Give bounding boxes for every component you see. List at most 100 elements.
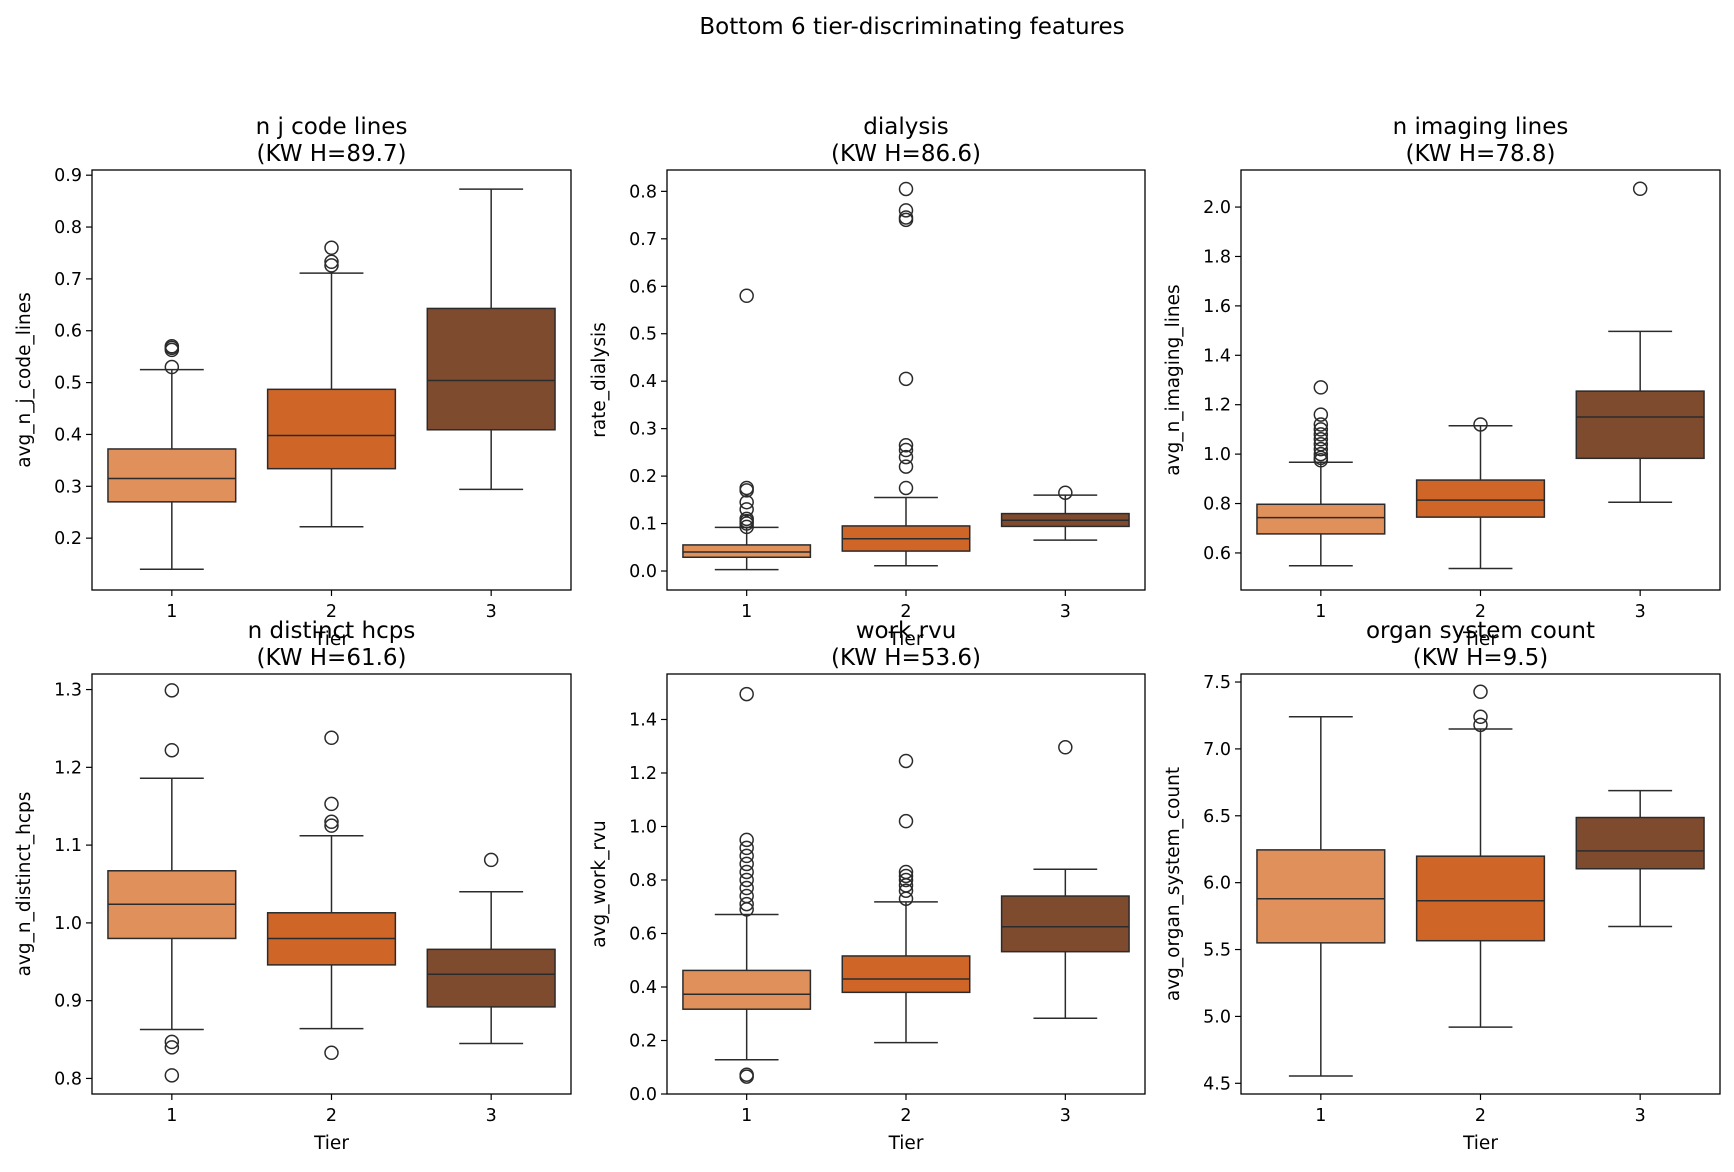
- outlier-point: [1473, 717, 1488, 733]
- y-tick-label: 0.3: [54, 477, 82, 497]
- outlier-point: [739, 519, 754, 535]
- box-tier-1: [682, 686, 812, 1084]
- iqr-box: [426, 307, 556, 431]
- outlier-point: [1313, 427, 1329, 442]
- y-tick-label: 1.4: [1203, 346, 1231, 366]
- x-tick-label: 2: [900, 602, 911, 622]
- box-tier-1: [1256, 716, 1386, 1077]
- outlier-point: [324, 240, 339, 256]
- y-tick-label: 0.8: [54, 218, 82, 238]
- outlier-point: [324, 1045, 339, 1061]
- panel-subtitle: (KW H=9.5): [1413, 645, 1548, 671]
- chart-panel-2: dialysis(KW H=86.6) 0.0 0.1 0.2 0.3 0.4 0.5 0.6…: [589, 114, 1146, 650]
- outlier-point: [1058, 485, 1073, 500]
- iqr-box: [1575, 390, 1705, 460]
- panel-title: work rvu: [856, 618, 957, 644]
- y-tick-label: 1.4: [629, 710, 657, 730]
- x-tick-label: 3: [1635, 602, 1646, 622]
- x-tick-label: 2: [900, 1106, 911, 1126]
- y-tick-label: 0.4: [629, 978, 657, 998]
- outlier-point: [324, 814, 339, 830]
- panel-subtitle: (KW H=53.6): [831, 645, 981, 671]
- y-tick-label: 0.8: [1203, 495, 1231, 515]
- y-tick-label: 1.0: [629, 817, 657, 837]
- y-tick-label: 0.4: [54, 425, 82, 445]
- outlier-point: [898, 753, 914, 769]
- iqr-box: [426, 948, 556, 1008]
- x-axis-label: Tier: [313, 629, 349, 650]
- outlier-point: [1473, 417, 1488, 432]
- y-tick-label: 7.5: [1203, 673, 1231, 693]
- x-tick-label: 1: [1315, 1106, 1326, 1126]
- outlier-point: [739, 840, 754, 856]
- outlier-point: [1313, 380, 1329, 395]
- outlier-point: [739, 480, 754, 496]
- x-tick-label: 3: [1060, 1106, 1071, 1126]
- panel-title: organ system count: [1366, 618, 1595, 644]
- y-tick-label: 0.6: [629, 924, 657, 944]
- x-tick-label: 3: [1060, 602, 1071, 622]
- box-tier-1: [1256, 380, 1386, 567]
- y-tick-label: 0.9: [54, 166, 82, 186]
- outlier-point: [1313, 407, 1329, 422]
- outlier-point: [739, 864, 754, 880]
- outlier-point: [898, 813, 914, 829]
- iqr-box: [1415, 855, 1546, 942]
- box-tier-3: [426, 188, 556, 491]
- outlier-point: [898, 449, 914, 465]
- x-tick-label: 3: [1635, 1106, 1646, 1126]
- outlier-point: [739, 494, 754, 510]
- outlier-point: [324, 258, 339, 273]
- outlier-point: [739, 888, 754, 904]
- figure-title: Bottom 6 tier-discriminating features: [699, 14, 1124, 40]
- iqr-box: [1575, 816, 1705, 870]
- y-tick-label: 0.8: [629, 871, 657, 891]
- x-tick-label: 2: [1475, 602, 1486, 622]
- iqr-box: [1415, 479, 1546, 518]
- y-axis-label: avg_n_j_code_lines: [14, 292, 35, 468]
- y-tick-label: 0.4: [629, 372, 657, 392]
- outlier-point: [898, 371, 914, 387]
- y-tick-label: 5.0: [1203, 1007, 1231, 1027]
- y-tick-label: 1.2: [54, 758, 82, 778]
- outlier-point: [324, 818, 339, 833]
- outlier-point: [1473, 684, 1488, 700]
- outlier-point: [739, 288, 754, 304]
- y-tick-label: 6.0: [1203, 874, 1231, 894]
- panel-subtitle: (KW H=61.6): [256, 645, 406, 671]
- axes-frame: [91, 169, 572, 591]
- box-tier-2: [1415, 684, 1546, 1028]
- outlier-point: [898, 181, 914, 197]
- y-tick-label: 1.2: [1203, 396, 1231, 416]
- outlier-point: [739, 872, 754, 888]
- axes-frame: [91, 673, 572, 1095]
- outlier-point: [164, 1040, 180, 1055]
- outlier-point: [1473, 709, 1488, 725]
- y-tick-label: 1.0: [54, 914, 82, 934]
- outlier-point: [898, 864, 914, 880]
- outlier-point: [739, 848, 754, 864]
- y-tick-label: 0.3: [629, 420, 657, 440]
- panel-title: n distinct hcps: [248, 618, 416, 644]
- outlier-point: [739, 511, 754, 527]
- y-tick-label: 0.2: [54, 529, 82, 549]
- y-tick-label: 1.2: [629, 764, 657, 784]
- outlier-point: [1313, 446, 1329, 462]
- y-axis-label: avg_work_rvu: [589, 820, 610, 948]
- outlier-point: [324, 730, 339, 746]
- x-tick-label: 1: [1315, 602, 1326, 622]
- outlier-point: [1313, 417, 1329, 432]
- panel-subtitle: (KW H=86.6): [831, 141, 981, 167]
- x-tick-label: 1: [166, 1106, 177, 1126]
- panel-subtitle: (KW H=78.8): [1405, 141, 1555, 167]
- iqr-box: [107, 448, 237, 503]
- outlier-point: [164, 683, 180, 698]
- outlier-point: [739, 880, 754, 896]
- outlier-point: [164, 742, 180, 758]
- iqr-box: [841, 955, 971, 994]
- chart-panel-6: organ system count(KW H=9.5) 4.5 5.0 5.5 6.0…: [1163, 618, 1721, 1154]
- y-axis-label: avg_organ_system_count: [1163, 767, 1184, 1001]
- axes-frame: [1240, 169, 1721, 591]
- box-tier-2: [1415, 417, 1546, 570]
- outlier-point: [1313, 436, 1329, 452]
